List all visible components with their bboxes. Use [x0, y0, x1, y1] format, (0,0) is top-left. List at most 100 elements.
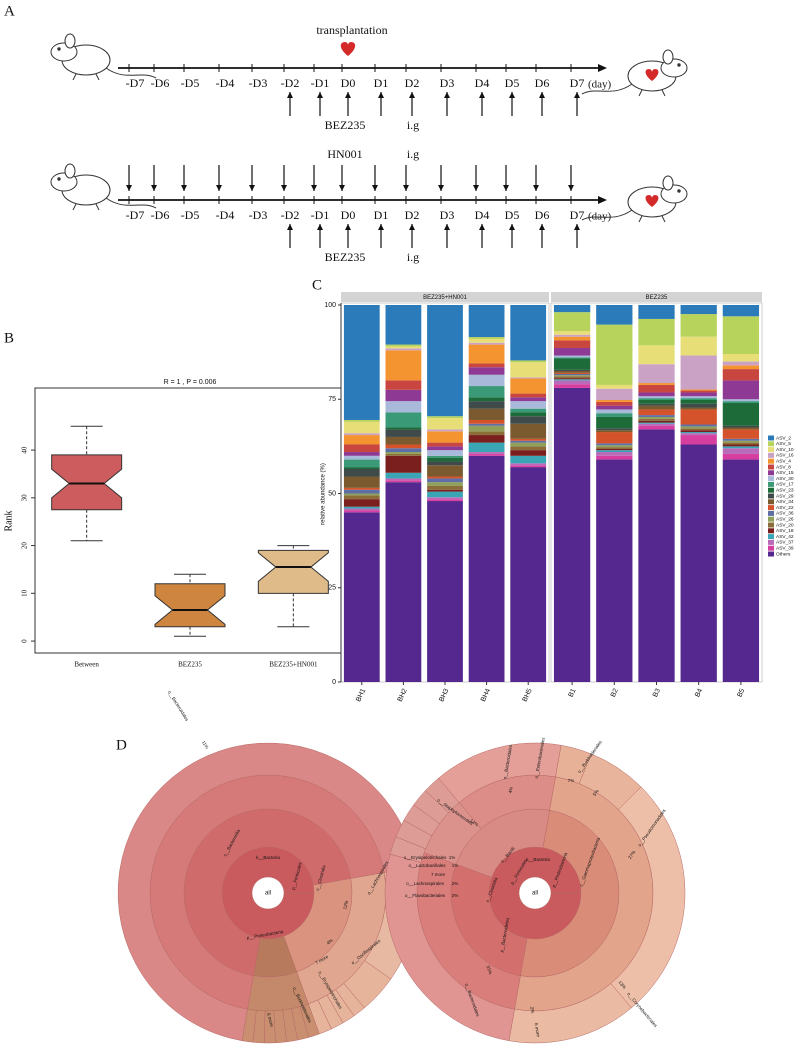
krona-label: 31% — [485, 965, 493, 975]
legend-label: ASV_29 — [776, 493, 794, 499]
krona-center — [251, 876, 285, 910]
bar-segment — [385, 448, 422, 453]
day-label: D4 — [475, 76, 490, 90]
probiotic-label: HN001 — [327, 147, 362, 161]
bar-segment — [722, 361, 760, 366]
bar-segment — [468, 435, 505, 443]
bar-segment — [385, 436, 422, 445]
bar-segment — [553, 369, 591, 371]
arrow-head — [444, 92, 450, 98]
arrow-head — [216, 185, 222, 191]
krona-label: 6 more — [266, 1013, 275, 1028]
bar-segment — [680, 409, 717, 425]
mouse-ear — [64, 33, 76, 49]
mouse-feet — [638, 215, 666, 223]
y-tick-label: 50 — [328, 490, 336, 497]
arrow-head — [345, 92, 351, 98]
bar-segment — [596, 388, 633, 401]
arrow-head — [509, 92, 515, 98]
bar-segment — [596, 450, 633, 453]
facet-strip — [551, 292, 762, 302]
bar-segment — [385, 452, 422, 454]
krona-sector — [610, 786, 686, 1009]
krona-label: 7% — [568, 778, 575, 783]
krona-label: 4% — [508, 786, 514, 793]
bar-segment — [510, 397, 547, 402]
mouse-feet — [72, 203, 100, 211]
arrow-head — [479, 92, 485, 98]
bar-segment — [510, 455, 547, 464]
day-label: -D7 — [126, 208, 145, 222]
legend-label: ASV_10 — [776, 447, 794, 453]
bar-segment — [343, 452, 380, 456]
bar-segment — [638, 423, 675, 426]
bar-segment — [722, 365, 760, 370]
bar-segment — [427, 305, 463, 417]
legend-swatch — [768, 499, 774, 505]
arrow-head — [438, 185, 444, 191]
bar-segment — [468, 367, 505, 375]
x-tick-label: BH3 — [438, 688, 450, 703]
arrow-head — [281, 185, 287, 191]
legend-swatch — [768, 441, 774, 447]
arrow-head — [539, 92, 545, 98]
bar-segment — [553, 370, 591, 373]
arrow-head — [409, 224, 415, 230]
bar-segment — [680, 398, 717, 401]
mouse-feet — [72, 73, 100, 81]
mouse-feet — [638, 89, 666, 97]
legend-swatch — [768, 510, 774, 516]
bar-segment — [638, 383, 675, 385]
krona-label: 27% — [627, 850, 636, 860]
bar-segment — [468, 452, 505, 454]
bar-segment — [468, 342, 505, 345]
bar-segment — [510, 408, 547, 413]
y-tick-label: 0 — [332, 679, 336, 686]
mouse-ear — [662, 175, 674, 191]
bar-segment — [722, 453, 760, 460]
mouse-ear — [64, 163, 76, 179]
bar-segment — [343, 489, 380, 494]
bar-segment — [638, 422, 675, 424]
bar-segment — [385, 350, 422, 381]
krona-label: all — [265, 891, 271, 897]
y-tick-label: 75 — [328, 396, 336, 403]
bar-segment — [510, 463, 547, 466]
bar-segment — [722, 354, 760, 362]
day-label: -D7 — [126, 76, 145, 90]
legend-label: ASV_22 — [776, 505, 794, 511]
arrow-head — [378, 224, 384, 230]
legend-swatch — [768, 470, 774, 476]
bar-segment — [427, 442, 463, 447]
x-tick-label: BH5 — [522, 688, 534, 703]
panel-label: B — [4, 330, 14, 346]
bar-segment — [385, 380, 422, 390]
mouse-icon — [50, 163, 157, 211]
arrow-head — [317, 92, 323, 98]
mouse-ear — [662, 49, 674, 65]
legend-label: ASV_8 — [776, 464, 791, 470]
bar-segment — [385, 455, 422, 473]
legend-label: ASV_39 — [776, 545, 794, 551]
legend-label: ASV_4 — [776, 458, 791, 464]
y-tick-label: 40 — [21, 446, 29, 454]
bar-segment — [427, 418, 463, 430]
bar-segment — [553, 334, 591, 337]
x-tick-label: BH1 — [355, 688, 367, 703]
legend-swatch — [768, 522, 774, 528]
day-label: D0 — [341, 208, 356, 222]
krona-label: 12% — [342, 900, 349, 910]
day-label: D7 — [570, 208, 585, 222]
legend-label: ASV_2 — [776, 435, 791, 441]
bar-segment — [510, 423, 547, 439]
bar-segment — [427, 489, 463, 492]
bar-segment — [553, 372, 591, 374]
bar-segment — [510, 416, 547, 424]
arrow-head — [574, 92, 580, 98]
bar-segment — [510, 438, 547, 441]
bar-segment — [510, 440, 547, 443]
bar-segment — [343, 508, 380, 511]
arrow-head — [509, 224, 515, 230]
day-label: -D4 — [216, 76, 235, 90]
arrow-head — [503, 185, 509, 191]
